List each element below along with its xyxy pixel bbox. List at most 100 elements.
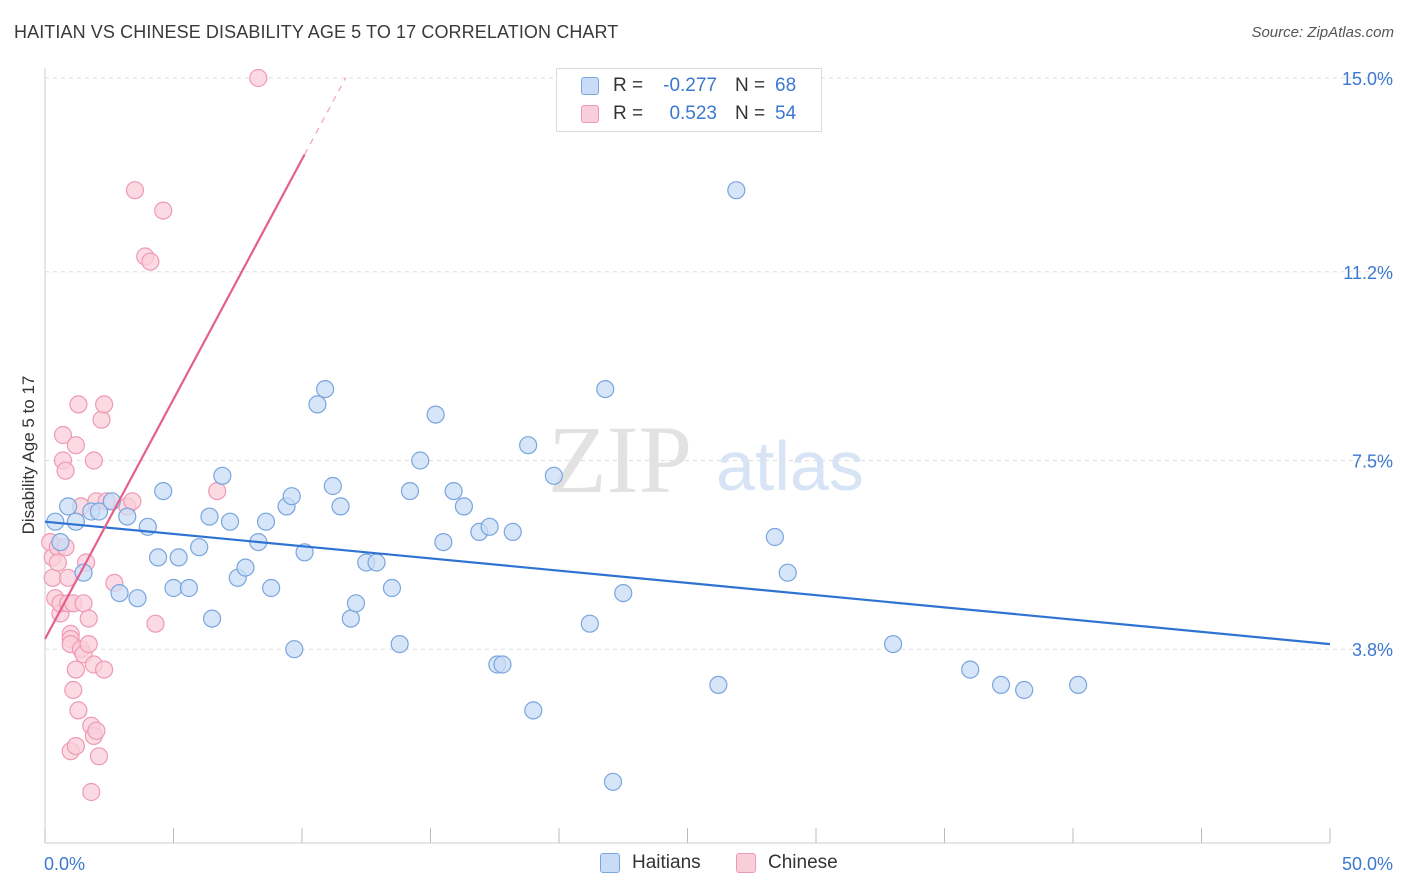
axes [44, 68, 1331, 844]
chinese-point [66, 736, 85, 756]
trend-lines [44, 77, 1331, 646]
y-tick-label: 3.8% [1352, 640, 1393, 660]
haitian-point [524, 701, 543, 720]
haitian-point [148, 548, 168, 567]
legend-r-label: R = [613, 75, 644, 96]
haitian-point [179, 578, 199, 598]
haitian-point [200, 507, 219, 526]
chinese-point [43, 568, 62, 587]
watermark: ZIP atlas [548, 406, 864, 513]
haitian-point [400, 482, 420, 501]
grid-lines [45, 77, 1392, 650]
chinese-point [66, 436, 85, 455]
haitian-point [367, 553, 386, 572]
haitian-point [154, 482, 173, 501]
haitian-point [614, 583, 633, 603]
haitian-point [128, 589, 147, 608]
haitian-point [596, 380, 615, 399]
chinese-point [82, 782, 101, 802]
x-tick-label: 0.0% [44, 854, 85, 874]
chinese-trend-extension [304, 77, 347, 155]
haitian-point [434, 532, 453, 552]
legend-label-chinese: Chinese [768, 852, 838, 873]
haitian-point [493, 655, 512, 674]
haitian-point [323, 476, 342, 496]
source-label: Source: ZipAtlas.com [1251, 24, 1394, 41]
haitian-point [110, 583, 129, 603]
haitian-point [220, 512, 240, 531]
legend-r-label: R = [613, 103, 644, 124]
haitian-point [66, 512, 85, 531]
haitian-point [190, 538, 209, 557]
haitian-point [51, 532, 70, 552]
haitian-point [118, 507, 137, 526]
haitian-point [727, 181, 746, 200]
legend-n-label: N = [735, 75, 766, 96]
haitian-point [480, 517, 499, 536]
haitian-point [346, 594, 366, 613]
chinese-point [125, 181, 145, 200]
chinese-point [208, 482, 227, 501]
haitian-point [262, 578, 281, 598]
haitian-points [46, 181, 1088, 791]
chinese-point [89, 747, 109, 766]
chinese-point [146, 614, 165, 633]
haitian-point [59, 497, 78, 516]
chinese-point [53, 425, 73, 445]
y-tick-labels: 3.8% 7.5% 11.2% 15.0% [1342, 69, 1393, 660]
chinese-point [249, 68, 268, 88]
haitian-point [89, 502, 109, 521]
haitian-point [778, 563, 797, 582]
chinese-point [69, 701, 88, 720]
legend-row-haitians: R = -0.277 N = 68 [581, 73, 796, 99]
legend-swatch-haitians [600, 853, 620, 873]
haitian-point [454, 497, 474, 516]
haitian-point [444, 482, 463, 501]
haitian-point [961, 660, 980, 679]
haitian-point [1069, 675, 1088, 695]
chinese-point [87, 721, 106, 740]
legend-label-haitians: Haitians [632, 852, 701, 873]
haitian-point [236, 558, 255, 577]
legend-row-chinese: R = 0.523 N = 54 [581, 101, 796, 127]
haitian-point [213, 466, 232, 485]
watermark-zip: ZIP [548, 406, 692, 513]
chinese-point [79, 634, 98, 654]
haitian-point [603, 772, 623, 791]
chart-title: HAITIAN VS CHINESE DISABILITY AGE 5 TO 1… [14, 22, 619, 42]
haitian-point [503, 522, 522, 542]
legend-item-haitians: Haitians [600, 852, 701, 874]
legend-swatch-pink [581, 105, 599, 123]
y-tick-label: 11.2% [1343, 263, 1393, 283]
legend-r-value: -0.277 [663, 75, 717, 96]
x-tick-labels: 0.0% 50.0% [44, 854, 1393, 874]
haitian-point [411, 451, 430, 470]
haitian-point [519, 436, 538, 455]
legend-r-value: 0.523 [669, 103, 717, 124]
haitian-trend-line [44, 520, 1331, 646]
chinese-points [41, 68, 268, 802]
legend-item-chinese: Chinese [736, 852, 838, 874]
haitian-point [169, 548, 188, 567]
chinese-point [92, 410, 111, 429]
haitian-point [316, 380, 335, 399]
chinese-point [154, 201, 173, 220]
chinese-point [95, 660, 114, 679]
chinese-point [66, 660, 85, 679]
haitian-point [308, 395, 327, 414]
haitian-point [341, 609, 360, 628]
legend-n-value: 68 [775, 75, 797, 96]
correlation-legend: R = -0.277 N = 68 R = 0.523 N = 54 [556, 68, 822, 132]
haitian-point [295, 543, 314, 562]
haitian-point [1015, 680, 1034, 700]
y-tick-label: 7.5% [1352, 452, 1393, 472]
y-tick-label: 15.0% [1342, 69, 1393, 89]
haitian-point [883, 634, 903, 654]
chinese-point [64, 680, 83, 700]
legend-n-value: 54 [775, 103, 797, 124]
haitian-point [382, 578, 402, 598]
haitian-point [544, 466, 563, 485]
haitian-point [285, 640, 304, 659]
legend-n-label: N = [735, 103, 766, 124]
